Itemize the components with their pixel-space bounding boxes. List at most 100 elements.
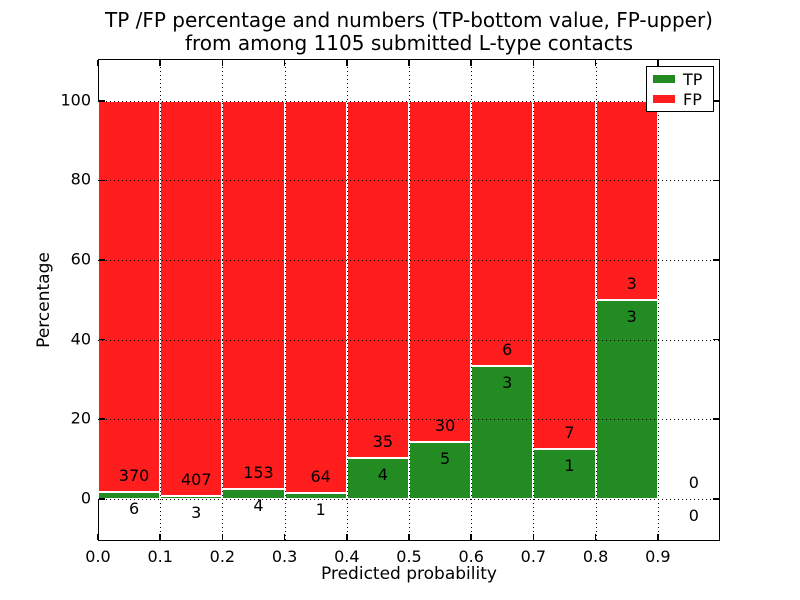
chart-title-line1: TP /FP percentage and numbers (TP-bottom… <box>105 8 713 32</box>
x-tick-label: 0.9 <box>645 547 671 566</box>
bar-fp-segment <box>222 100 285 489</box>
x-tick-mark <box>283 534 286 540</box>
x-tick-label: 0.0 <box>85 547 111 566</box>
y-tick-mark <box>99 338 105 341</box>
legend-swatch-fp-icon <box>653 95 675 103</box>
bar-fp-segment <box>284 100 347 493</box>
x-tick-mark <box>346 60 348 66</box>
fp-count-label: 153 <box>243 462 274 482</box>
x-tick-label: 0.1 <box>147 547 173 566</box>
grid-line-vertical <box>284 59 286 541</box>
bar-tp-segment <box>98 492 161 499</box>
legend-entry-fp: FP <box>653 91 713 108</box>
y-tick-mark <box>99 100 105 102</box>
fp-count-label: 407 <box>180 469 212 489</box>
y-tick-mark <box>99 179 105 182</box>
x-tick-mark <box>532 534 535 540</box>
x-tick-mark <box>408 534 410 540</box>
x-tick-label: 0.4 <box>334 547 360 566</box>
bar-fp-segment <box>533 100 596 450</box>
y-tick-label: 0 <box>80 488 91 508</box>
tp-count-label: 4 <box>377 464 388 484</box>
chart-title-line2: from among 1105 submitted L-type contact… <box>184 31 634 55</box>
x-tick-label: 0.8 <box>582 547 609 566</box>
x-tick-mark <box>657 534 659 540</box>
bar-fp-segment <box>409 100 472 442</box>
tp-count-label: 6 <box>128 499 140 519</box>
y-tick-mark <box>713 100 719 102</box>
y-tick-label: 100 <box>60 90 91 110</box>
x-axis-label: Predicted probability <box>321 564 497 584</box>
tp-count-label: 1 <box>564 456 575 476</box>
fp-count-label: 370 <box>118 466 150 486</box>
x-tick-mark <box>470 60 472 66</box>
tp-count-label: 0 <box>688 505 699 525</box>
y-tick-mark <box>713 179 719 182</box>
fp-count-label: 3 <box>626 273 637 293</box>
tp-count-label: 5 <box>439 448 451 468</box>
tp-count-label: 3 <box>626 306 637 326</box>
grid-line-vertical <box>346 59 348 541</box>
x-tick-mark <box>221 60 224 66</box>
bar-tp-segment <box>533 449 596 499</box>
bar-tp-segment <box>471 366 534 499</box>
tp-count-label: 1 <box>315 499 326 519</box>
bar-fp-segment <box>346 100 409 458</box>
bar-fp-segment <box>98 100 161 493</box>
x-tick-mark <box>408 60 410 66</box>
x-tick-mark <box>221 534 224 540</box>
fp-count-label: 7 <box>564 423 575 443</box>
grid-line-vertical <box>471 59 473 541</box>
x-tick-mark <box>470 534 472 540</box>
x-tick-mark <box>346 534 348 540</box>
legend-entry-tp: TP <box>653 71 713 88</box>
grid-line-vertical <box>160 59 162 541</box>
y-tick-mark <box>99 259 105 261</box>
fp-count-label: 30 <box>434 415 456 435</box>
tp-count-label: 3 <box>502 373 513 393</box>
grid-line-vertical <box>409 59 410 541</box>
grid-line-vertical <box>222 59 224 541</box>
fp-count-label: 35 <box>372 432 394 451</box>
y-tick-mark <box>713 418 719 420</box>
x-tick-mark <box>594 60 597 66</box>
bar-tp-segment <box>346 457 409 499</box>
bar-fp-segment <box>471 100 534 367</box>
bar-fp-segment <box>595 100 658 300</box>
tp-count-label: 4 <box>253 495 264 515</box>
fp-count-label: 0 <box>688 472 699 492</box>
y-tick-mark <box>713 338 719 341</box>
tp-count-label: 3 <box>191 502 202 522</box>
legend-label-tp: TP <box>683 69 703 89</box>
x-tick-mark <box>97 60 99 66</box>
y-tick-label: 80 <box>70 170 91 190</box>
x-tick-label: 0.7 <box>520 547 547 566</box>
grid-line-vertical <box>657 59 659 541</box>
legend-label-fp: FP <box>683 89 702 109</box>
grid-line-vertical <box>533 59 535 541</box>
x-tick-mark <box>532 60 535 66</box>
grid-line-vertical <box>595 59 597 541</box>
x-tick-label: 0.5 <box>396 547 422 566</box>
y-tick-mark <box>99 418 105 420</box>
chart-title: TP /FP percentage and numbers (TP-bottom… <box>98 9 720 55</box>
y-tick-label: 20 <box>70 408 91 428</box>
x-tick-mark <box>97 534 99 540</box>
x-tick-mark <box>657 60 659 66</box>
y-tick-mark <box>99 498 105 500</box>
x-tick-mark <box>594 534 597 540</box>
fp-count-label: 64 <box>310 466 331 486</box>
x-tick-mark <box>283 60 286 66</box>
x-tick-label: 0.6 <box>458 547 484 566</box>
x-tick-label: 0.2 <box>209 547 236 566</box>
y-tick-mark <box>713 498 719 500</box>
x-tick-mark <box>159 60 161 66</box>
legend: TP FP <box>646 66 714 112</box>
bar-fp-segment <box>160 100 223 496</box>
y-tick-mark <box>713 259 719 261</box>
y-tick-label: 60 <box>70 249 91 269</box>
x-tick-mark <box>159 534 161 540</box>
bar-tp-segment <box>409 441 472 499</box>
y-tick-label: 40 <box>70 329 91 349</box>
x-tick-label: 0.3 <box>271 547 298 566</box>
